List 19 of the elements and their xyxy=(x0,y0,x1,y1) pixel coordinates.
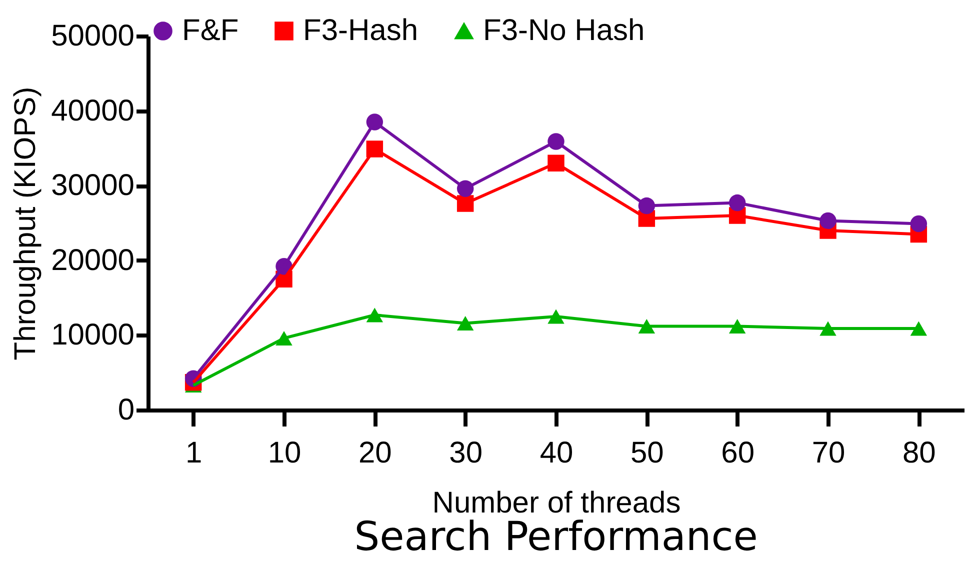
y-tick-label: 20000 xyxy=(51,244,134,277)
legend-label: F&F xyxy=(182,14,239,47)
x-tick-label: 70 xyxy=(812,436,846,470)
legend-label: F3-Hash xyxy=(303,14,418,47)
y-axis-title: Throughput (KIOPS) xyxy=(9,86,42,360)
y-tick-label: 50000 xyxy=(51,20,134,52)
x-tick-label: 40 xyxy=(540,436,574,470)
x-tick-label: 80 xyxy=(902,436,936,470)
legend-label: F3-No Hash xyxy=(483,14,645,47)
y-tick-label: 30000 xyxy=(51,169,134,202)
x-tick-label: 1 xyxy=(185,436,202,470)
y-tick-label: 10000 xyxy=(51,318,134,352)
x-tick-label: 60 xyxy=(721,436,755,470)
x-tick-label: 10 xyxy=(268,436,302,470)
y-tick-label: 40000 xyxy=(51,94,134,128)
x-tick-label: 30 xyxy=(449,436,483,470)
x-tick-label: 20 xyxy=(358,436,392,470)
x-tick-label: 50 xyxy=(630,436,664,470)
y-tick-label: 0 xyxy=(118,394,134,426)
